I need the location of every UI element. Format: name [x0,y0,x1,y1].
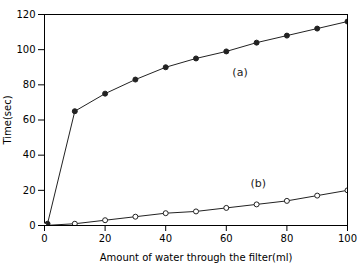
svg-text:20: 20 [23,185,36,196]
svg-text:120: 120 [16,9,35,20]
svg-text:20: 20 [99,233,112,244]
svg-text:(a): (a) [232,66,247,79]
svg-text:Time(sec): Time(sec) [2,95,13,145]
svg-text:100: 100 [338,233,357,244]
svg-text:40: 40 [159,233,172,244]
svg-text:0: 0 [29,220,35,231]
svg-text:(b): (b) [251,177,267,190]
svg-text:Amount of water through the fi: Amount of water through the filter(ml) [100,252,293,263]
svg-text:0: 0 [41,233,47,244]
svg-text:60: 60 [220,233,233,244]
svg-text:80: 80 [23,79,36,90]
svg-text:40: 40 [23,149,36,160]
svg-text:100: 100 [16,44,35,55]
svg-text:60: 60 [23,114,36,125]
svg-text:80: 80 [281,233,294,244]
